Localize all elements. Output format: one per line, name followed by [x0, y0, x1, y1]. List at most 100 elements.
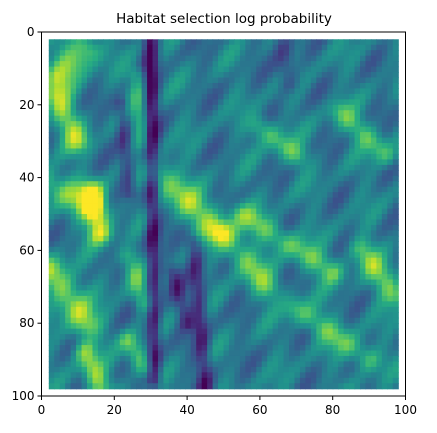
heatmap-cell — [349, 137, 356, 144]
heatmap-cell — [196, 214, 203, 221]
heatmap-cell — [370, 383, 377, 390]
heatmap-cell — [174, 137, 181, 144]
heatmap-cell — [147, 306, 154, 313]
heatmap-cell — [321, 137, 328, 144]
heatmap-cell — [114, 279, 121, 286]
heatmap-cell — [289, 208, 296, 215]
heatmap-cell — [97, 224, 104, 231]
heatmap-cell — [54, 50, 61, 57]
heatmap-cell — [125, 230, 132, 237]
heatmap-cell — [310, 350, 317, 357]
heatmap-cell — [201, 361, 208, 368]
heatmap-cell — [201, 334, 208, 341]
heatmap-cell — [321, 241, 328, 248]
heatmap-cell — [130, 350, 137, 357]
heatmap-cell — [157, 328, 165, 335]
heatmap-cell — [136, 82, 143, 90]
heatmap-cell — [294, 115, 301, 122]
heatmap-cell — [289, 50, 296, 57]
heatmap-cell — [381, 361, 388, 368]
heatmap-cell — [163, 252, 170, 259]
heatmap-cell — [97, 137, 104, 144]
heatmap-cell — [81, 257, 88, 264]
heatmap-cell — [76, 355, 83, 363]
heatmap-cell — [365, 115, 372, 122]
heatmap-cell — [245, 164, 252, 171]
heatmap-cell — [114, 159, 121, 166]
heatmap-cell — [354, 110, 361, 117]
heatmap-cell — [294, 153, 301, 160]
heatmap-cell — [349, 115, 356, 122]
heatmap-cell — [207, 241, 214, 248]
heatmap-cell — [392, 268, 399, 275]
heatmap-cell — [157, 372, 165, 379]
heatmap-cell — [147, 44, 154, 51]
heatmap-cell — [119, 355, 126, 363]
heatmap-cell — [185, 268, 192, 275]
heatmap-cell — [299, 312, 306, 319]
heatmap-cell — [261, 77, 268, 84]
heatmap-cell — [381, 121, 388, 128]
heatmap-cell — [108, 345, 115, 352]
heatmap-cell — [130, 317, 137, 324]
heatmap-cell — [360, 334, 367, 341]
heatmap-cell — [119, 137, 126, 144]
heatmap-cell — [174, 132, 181, 139]
heatmap-cell — [152, 153, 159, 160]
heatmap-cell — [108, 383, 115, 390]
heatmap-cell — [327, 334, 334, 341]
heatmap-cell — [261, 383, 268, 390]
heatmap-cell — [381, 66, 388, 73]
heatmap-cell — [97, 82, 104, 90]
heatmap-cell — [174, 93, 181, 100]
heatmap-cell — [174, 208, 181, 215]
heatmap-cell — [381, 317, 388, 324]
heatmap-cell — [54, 241, 61, 248]
heatmap-cell — [360, 192, 367, 199]
heatmap-cell — [256, 192, 263, 199]
heatmap-cell — [250, 170, 257, 177]
heatmap-cell — [48, 350, 55, 357]
heatmap-cell — [387, 372, 394, 379]
heatmap-cell — [130, 284, 137, 292]
heatmap-cell — [392, 339, 399, 346]
heatmap-cell — [250, 224, 257, 231]
heatmap-cell — [338, 268, 345, 275]
heatmap-cell — [141, 252, 148, 259]
heatmap-cell — [239, 99, 246, 106]
heatmap-cell — [59, 230, 66, 237]
heatmap-cell — [387, 383, 394, 390]
heatmap-cell — [316, 334, 323, 341]
heatmap-cell — [321, 301, 328, 308]
heatmap-cell — [250, 192, 257, 199]
heatmap-cell — [97, 66, 104, 73]
heatmap-cell — [65, 132, 72, 139]
heatmap-cell — [223, 241, 230, 248]
heatmap-cell — [207, 372, 214, 379]
heatmap-cell — [174, 334, 181, 341]
heatmap-cell — [376, 170, 383, 177]
heatmap-cell — [272, 345, 279, 352]
heatmap-cell — [387, 230, 394, 237]
heatmap-cell — [119, 279, 126, 286]
heatmap-cell — [289, 355, 296, 363]
heatmap-cell — [70, 61, 77, 68]
heatmap-cell — [365, 186, 372, 193]
heatmap-cell — [81, 366, 88, 373]
heatmap-cell — [272, 224, 279, 231]
heatmap-cell — [136, 99, 143, 106]
heatmap-cell — [70, 121, 77, 128]
heatmap-cell — [218, 257, 225, 264]
heatmap-cell — [65, 88, 72, 95]
heatmap-cell — [54, 110, 61, 117]
heatmap-cell — [365, 143, 372, 150]
heatmap-cell — [201, 377, 208, 384]
heatmap-cell — [228, 203, 236, 210]
heatmap-cell — [81, 295, 88, 302]
heatmap-cell — [130, 295, 137, 302]
heatmap-cell — [234, 252, 241, 259]
heatmap-cell — [179, 148, 186, 155]
heatmap-cell — [305, 361, 312, 368]
heatmap-cell — [212, 372, 219, 379]
heatmap-cell — [332, 230, 339, 237]
